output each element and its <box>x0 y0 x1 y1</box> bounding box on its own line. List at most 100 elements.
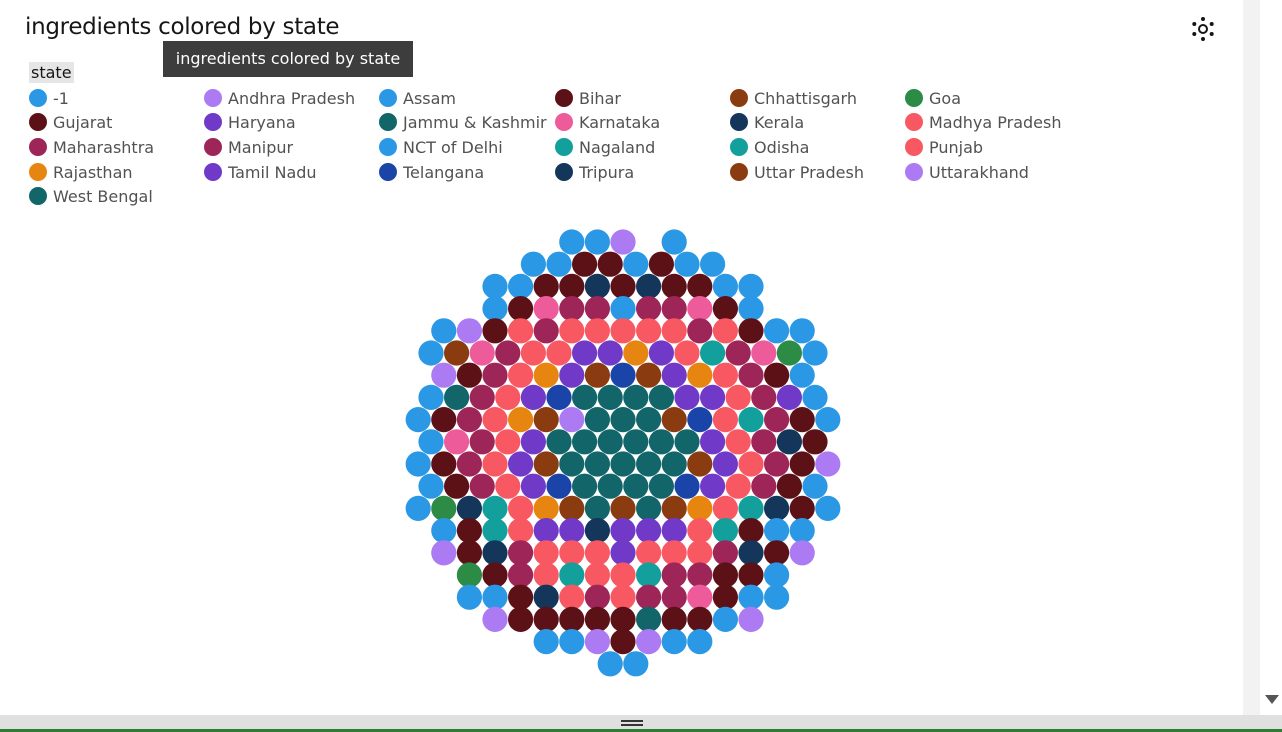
bubble[interactable]: Chhattisgarh <box>533 407 559 433</box>
bubble[interactable]: Bihar <box>610 606 636 633</box>
bubble[interactable]: Chhattisgarh <box>661 495 687 521</box>
bubble[interactable]: Bihar <box>507 296 534 322</box>
bubble[interactable]: Karnataka <box>444 429 470 455</box>
bubble[interactable]: Kerala <box>584 273 611 299</box>
bubble[interactable]: -1 <box>802 473 828 499</box>
bubble[interactable]: -1 <box>661 229 687 255</box>
bubble[interactable]: Punjab <box>687 518 713 544</box>
bubble[interactable]: Maharashtra <box>751 384 777 410</box>
bubble[interactable]: Bihar <box>687 273 713 299</box>
settings-icon[interactable] <box>1190 16 1216 42</box>
bubble[interactable]: Chhattisgarh <box>533 451 559 477</box>
bubble[interactable]: Bihar <box>482 318 508 344</box>
bubble[interactable]: Punjab <box>507 318 534 344</box>
bubble[interactable]: Haryana <box>700 384 726 410</box>
bubble[interactable]: Chhattisgarh <box>444 340 470 366</box>
bubble[interactable]: Rajasthan <box>533 495 559 521</box>
bubble[interactable]: Maharashtra <box>636 296 662 322</box>
bubble[interactable]: Bihar <box>738 518 764 544</box>
bubble[interactable]: Andhra Pradesh <box>431 362 457 388</box>
bubble[interactable]: West Bengal <box>597 429 623 455</box>
bubble[interactable]: Bihar <box>610 273 636 299</box>
bubble[interactable]: Kerala <box>584 518 611 544</box>
bubble[interactable]: West Bengal <box>648 429 675 455</box>
legend-item[interactable]: Uttarakhand <box>905 161 1029 183</box>
bubble[interactable]: Haryana <box>661 518 687 544</box>
bubble[interactable]: Andhra Pradesh <box>431 540 457 566</box>
bubble[interactable]: Haryana <box>559 362 585 388</box>
bubble[interactable]: Haryana <box>520 384 547 410</box>
bubble[interactable]: Chhattisgarh <box>610 495 636 521</box>
bubble[interactable]: Punjab <box>559 584 585 610</box>
bubble[interactable]: -1 <box>674 251 700 277</box>
bubble[interactable]: Punjab <box>584 318 611 344</box>
bubble[interactable]: -1 <box>789 362 815 388</box>
bubble[interactable]: Maharashtra <box>738 362 764 388</box>
bubble[interactable]: Punjab <box>584 540 611 566</box>
bubble[interactable]: Karnataka <box>533 296 559 322</box>
bubble[interactable]: Punjab <box>533 562 559 588</box>
bubble[interactable]: Haryana <box>572 340 598 366</box>
bubble[interactable]: Haryana <box>610 540 636 566</box>
bubble[interactable]: West Bengal <box>610 407 636 433</box>
bubble[interactable]: Punjab <box>482 451 508 477</box>
bubble[interactable]: Nagaland <box>738 495 764 521</box>
bubble[interactable]: West Bengal <box>623 429 649 455</box>
bubble[interactable]: Andhra Pradesh <box>815 451 841 477</box>
bubble[interactable]: -1 <box>584 229 611 255</box>
bubble[interactable]: Bihar <box>776 473 803 499</box>
bubble[interactable]: Maharashtra <box>507 562 534 588</box>
bubble[interactable]: -1 <box>623 251 649 277</box>
bubble[interactable]: Haryana <box>533 518 559 544</box>
bubble[interactable]: Punjab <box>712 362 739 388</box>
bubble[interactable]: Maharashtra <box>533 318 559 344</box>
bubble[interactable]: Punjab <box>507 495 534 521</box>
bubble[interactable]: Bihar <box>456 362 482 388</box>
bubble[interactable]: Bihar <box>572 251 598 277</box>
bubble[interactable]: Bihar <box>764 540 790 566</box>
bubble[interactable]: -1 <box>700 251 726 277</box>
bubble[interactable]: -1 <box>738 584 764 610</box>
bubble[interactable]: Punjab <box>546 340 572 366</box>
bubble[interactable]: Bihar <box>687 606 713 633</box>
bubble[interactable]: -1 <box>559 229 585 255</box>
scrollbar-track[interactable] <box>1243 0 1260 715</box>
bubble[interactable]: Punjab <box>636 540 662 566</box>
bubble[interactable]: Haryana <box>700 473 726 499</box>
bubble[interactable]: West Bengal <box>597 384 623 410</box>
bubble[interactable]: Maharashtra <box>661 296 687 322</box>
bubble[interactable]: -1 <box>597 651 623 677</box>
bubble[interactable]: -1 <box>559 629 585 655</box>
bubble[interactable]: Nagaland <box>559 562 585 588</box>
bubble[interactable]: Bihar <box>789 451 815 477</box>
bubble[interactable]: Punjab <box>495 384 521 410</box>
bubble[interactable]: Punjab <box>482 407 508 433</box>
bubble[interactable]: Chhattisgarh <box>584 362 611 388</box>
bubble[interactable]: -1 <box>764 518 790 544</box>
bubble[interactable]: Maharashtra <box>687 562 713 588</box>
bubble[interactable]: -1 <box>661 629 687 655</box>
bubble[interactable]: Nagaland <box>482 495 508 521</box>
bubble[interactable]: Punjab <box>610 318 636 344</box>
legend-item[interactable]: Uttar Pradesh <box>730 161 864 183</box>
bubble[interactable]: Maharashtra <box>469 429 495 455</box>
bubble[interactable]: Punjab <box>495 473 521 499</box>
bubble[interactable]: Punjab <box>559 540 585 566</box>
bubble[interactable]: Bihar <box>789 407 815 433</box>
bubble[interactable]: Punjab <box>495 429 521 455</box>
bubble[interactable]: -1 <box>482 584 508 610</box>
bubble[interactable]: Andhra Pradesh <box>456 318 482 344</box>
bubble[interactable]: -1 <box>418 340 444 366</box>
bubble[interactable]: Bihar <box>456 540 482 566</box>
bubble[interactable]: Rajasthan <box>507 407 534 433</box>
bubble[interactable]: Chhattisgarh <box>661 407 687 433</box>
bubble[interactable]: Bihar <box>444 473 470 499</box>
bubble[interactable]: Punjab <box>661 540 687 566</box>
bubble[interactable]: Maharashtra <box>584 296 611 322</box>
bubble[interactable]: -1 <box>738 273 764 299</box>
bubble[interactable]: -1 <box>418 384 444 410</box>
bubble[interactable]: -1 <box>507 273 534 299</box>
bubble[interactable]: Andhra Pradesh <box>559 407 585 433</box>
bubble[interactable]: Bihar <box>507 606 534 633</box>
bubble[interactable]: Bihar <box>661 606 687 633</box>
